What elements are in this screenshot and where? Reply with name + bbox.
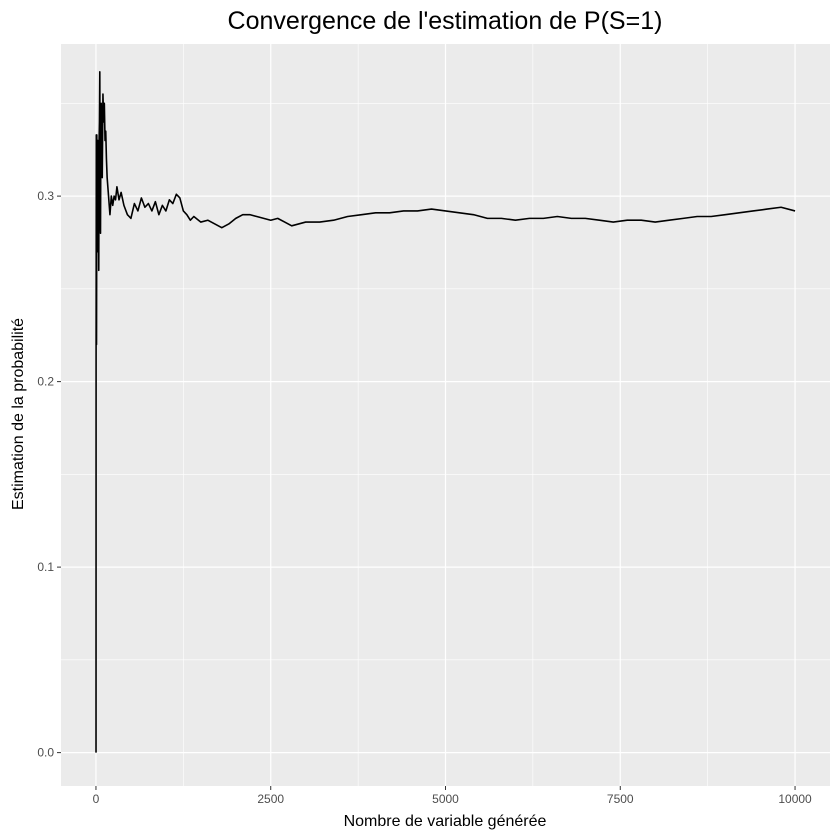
x-tick-label: 10000 bbox=[778, 792, 812, 806]
x-tick-label: 0 bbox=[93, 792, 100, 806]
y-axis-ticks: 0.0 0.1 0.2 0.3 bbox=[37, 189, 61, 760]
y-axis-title: Estimation de la probabilité bbox=[10, 318, 27, 510]
x-axis-ticks: 0 2500 5000 7500 10000 bbox=[93, 786, 812, 806]
y-tick-label: 0.2 bbox=[37, 375, 54, 389]
series-line bbox=[95, 71, 796, 753]
y-tick-label: 0.3 bbox=[37, 189, 54, 203]
x-tick-label: 2500 bbox=[257, 792, 284, 806]
x-tick-label: 7500 bbox=[607, 792, 634, 806]
x-tick-label: 5000 bbox=[432, 792, 459, 806]
chart-title: Convergence de l'estimation de P(S=1) bbox=[228, 7, 663, 35]
y-tick-label: 0.0 bbox=[37, 746, 54, 760]
y-tick-label: 0.1 bbox=[37, 560, 54, 574]
x-axis-title: Nombre de variable générée bbox=[344, 813, 547, 830]
